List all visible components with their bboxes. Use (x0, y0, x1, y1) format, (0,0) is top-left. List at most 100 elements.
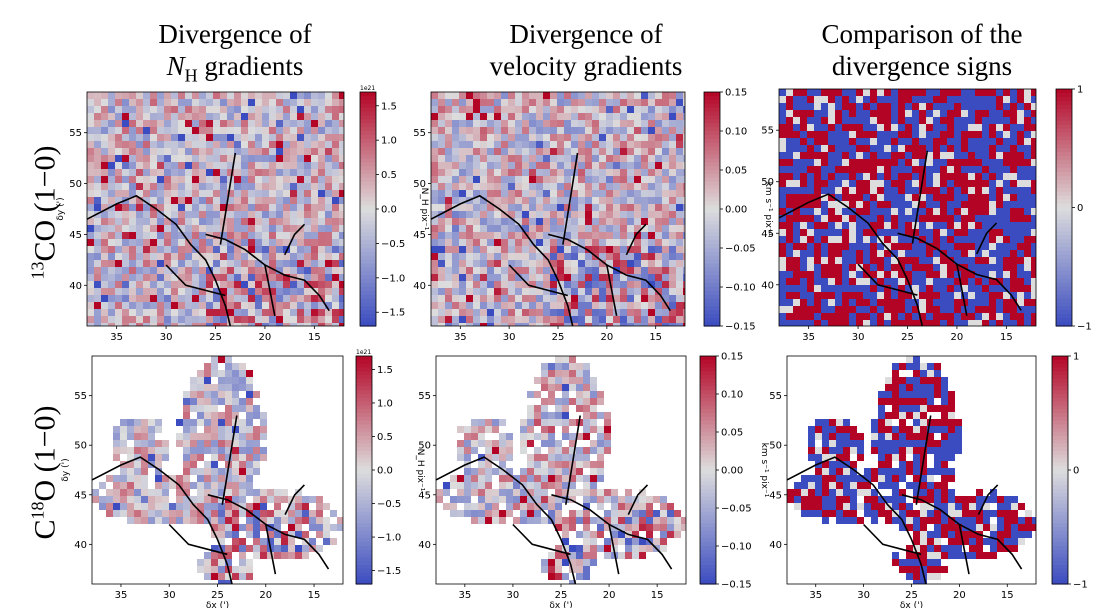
heatmap-cell (339, 211, 344, 218)
heatmap-cell (606, 211, 613, 218)
heatmap-cell (515, 218, 522, 225)
heatmap-cell (199, 302, 206, 309)
heatmap-cell (655, 127, 662, 134)
heatmap-cell (234, 246, 241, 253)
heatmap-cell (968, 292, 975, 299)
heatmap-cell (148, 426, 155, 433)
heatmap-cell (905, 271, 912, 278)
heatmap-cell (197, 475, 204, 482)
colorbar-segment (1056, 274, 1072, 280)
heatmap-cell (283, 141, 290, 148)
heatmap-cell (891, 110, 898, 117)
heatmap-cell (555, 398, 562, 405)
heatmap-cell (828, 152, 835, 159)
heatmap-cell (262, 295, 269, 302)
heatmap-cell (828, 110, 835, 117)
heatmap-cell (905, 173, 912, 180)
heatmap-cell (1003, 201, 1010, 208)
colorbar-segment (360, 197, 376, 202)
heatmap-cell (856, 292, 863, 299)
heatmap-cell (954, 103, 961, 110)
heatmap-cell (501, 106, 508, 113)
heatmap-cell (662, 225, 669, 232)
heatmap-cell (842, 306, 849, 313)
heatmap-cell (204, 412, 211, 419)
heatmap-cell (246, 517, 253, 524)
heatmap-cell (108, 127, 115, 134)
heatmap-cell (466, 274, 473, 281)
heatmap-cell (648, 120, 655, 127)
heatmap-cell (494, 155, 501, 162)
colorbar-label: N_H pix⁻¹ (419, 188, 429, 231)
heatmap-cell (87, 246, 94, 253)
heatmap-cell (569, 363, 576, 370)
heatmap-cell (269, 225, 276, 232)
heatmap-cell (933, 264, 940, 271)
heatmap-cell (814, 117, 821, 124)
heatmap-cell (968, 96, 975, 103)
heatmap-cell (550, 190, 557, 197)
heatmap-cell (655, 120, 662, 127)
heatmap-cell (597, 426, 604, 433)
heatmap-cell (120, 433, 127, 440)
heatmap-cell (438, 239, 445, 246)
heatmap-cell (583, 461, 590, 468)
heatmap-cell (171, 316, 178, 323)
heatmap-cell (522, 99, 529, 106)
heatmap-cell (290, 204, 297, 211)
heatmap-cell (297, 211, 304, 218)
heatmap-cell (1031, 292, 1036, 299)
heatmap-cell (253, 412, 260, 419)
heatmap-cell (564, 169, 571, 176)
heatmap-cell (290, 120, 297, 127)
heatmap-cell (129, 197, 136, 204)
colorbar-segment (704, 193, 720, 198)
heatmap-cell (304, 246, 311, 253)
colorbar-segment (356, 553, 372, 558)
heatmap-cell (494, 253, 501, 260)
heatmap-cell (120, 475, 127, 482)
heatmap-cell (92, 496, 99, 503)
heatmap-cell (877, 110, 884, 117)
heatmap-cell (821, 124, 828, 131)
heatmap-cell (597, 489, 604, 496)
heatmap-cell (968, 236, 975, 243)
heatmap-cell (814, 313, 821, 320)
heatmap-cell (975, 243, 982, 250)
heatmap-cell (101, 302, 108, 309)
heatmap-cell (683, 302, 685, 309)
heatmap-cell (452, 92, 459, 99)
heatmap-cell (255, 92, 262, 99)
heatmap-cell (492, 447, 499, 454)
heatmap-cell (297, 295, 304, 302)
heatmap-cell (898, 152, 905, 159)
colorbar-tick-label: −0.05 (725, 244, 756, 255)
heatmap-cell (1017, 117, 1024, 124)
heatmap-cell (515, 204, 522, 211)
heatmap-cell (185, 148, 192, 155)
heatmap-cell (814, 264, 821, 271)
heatmap-cell (655, 323, 662, 326)
heatmap-cell (520, 419, 527, 426)
heatmap-cell (870, 89, 877, 96)
heatmap-cell (452, 225, 459, 232)
colorbar-segment (704, 212, 720, 218)
heatmap-cell (1031, 166, 1036, 173)
heatmap-cell (968, 194, 975, 201)
heatmap-cell (459, 267, 466, 274)
heatmap-cell (961, 271, 968, 278)
heatmap-cell (241, 218, 248, 225)
colorbar-segment (360, 158, 376, 163)
heatmap-cell (304, 316, 311, 323)
heatmap-cell (1031, 320, 1036, 326)
heatmap-cell (786, 292, 793, 299)
heatmap-cell (150, 176, 157, 183)
heatmap-cell (480, 197, 487, 204)
heatmap-cell (779, 89, 786, 96)
heatmap-cell (269, 274, 276, 281)
heatmap-cell (122, 309, 129, 316)
heatmap-cell (129, 169, 136, 176)
heatmap-cell (522, 197, 529, 204)
colorbar-segment (1056, 207, 1072, 213)
heatmap-cell (143, 316, 150, 323)
